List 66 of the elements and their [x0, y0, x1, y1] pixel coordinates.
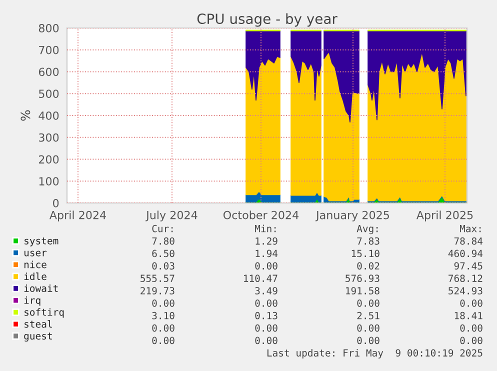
- y-tick-label: 500: [39, 90, 59, 98]
- text: 3.10: [152, 312, 174, 320]
- text: 191.58: [346, 287, 380, 294]
- legend-label: idle: [24, 272, 46, 280]
- y-tick-label: 700: [39, 46, 59, 54]
- x-tick-label: October 2024: [223, 210, 299, 220]
- text: 0.00: [152, 300, 174, 307]
- text: 2.51: [357, 312, 380, 320]
- legend-label: guest: [24, 332, 52, 342]
- text: 0.00: [357, 324, 380, 332]
- chart-title: CPU usage - by year: [197, 13, 338, 27]
- x-tick-label: July 2024: [146, 210, 198, 222]
- y-tick-label: 200: [38, 155, 59, 164]
- legend-label: system: [24, 237, 58, 246]
- text: 0.03: [152, 262, 174, 270]
- x-tick-label: January 2025: [315, 210, 389, 222]
- text: 0.00: [255, 262, 278, 270]
- text: 219.73: [140, 287, 174, 294]
- y-tick-label: 800: [38, 24, 59, 32]
- text: 0.00: [152, 336, 174, 344]
- text: 0.00: [460, 324, 482, 332]
- text: 576.93: [346, 274, 380, 282]
- text: 524.93: [448, 287, 482, 294]
- text: 0.00: [152, 324, 174, 332]
- y-tick-label: 600: [38, 68, 59, 76]
- text: 3.49: [255, 287, 278, 294]
- text: 18.41: [454, 312, 482, 320]
- text: 768.12: [448, 274, 482, 282]
- text: 110.47: [244, 274, 278, 282]
- legend-label: iowait: [24, 284, 58, 292]
- text: Min:: [254, 224, 276, 232]
- y-tick-label: 300: [39, 133, 59, 142]
- text: 0.02: [357, 262, 380, 270]
- text: 6.50: [152, 250, 174, 258]
- legend-label: nice: [24, 260, 46, 268]
- text: 0.00: [255, 324, 278, 332]
- legend-label: irq: [24, 296, 40, 306]
- text: 0.13: [255, 312, 278, 320]
- text: 7.80: [152, 237, 174, 245]
- text: 460.94: [448, 250, 483, 258]
- text: 97.45: [454, 262, 482, 270]
- text: 15.10: [352, 250, 380, 258]
- text: 0.00: [357, 336, 380, 344]
- y-tick-label: 100: [39, 177, 59, 186]
- text: Cur:: [152, 224, 173, 232]
- legend-label: steal: [24, 320, 52, 328]
- text: 0.00: [357, 300, 380, 307]
- text: 0.00: [255, 336, 278, 344]
- text: 1.29: [256, 237, 278, 245]
- text: 1.94: [256, 250, 278, 258]
- text: 0.00: [460, 336, 482, 344]
- y-axis-title: %: [20, 110, 30, 121]
- text: Last update: Fri May 9 00:10:19 2025: [267, 349, 482, 358]
- text: Avg:: [356, 224, 378, 234]
- text: 555.57: [140, 274, 174, 282]
- text: 78.84: [454, 237, 483, 245]
- y-tick-label: 400: [38, 111, 59, 120]
- text: 0.00: [460, 300, 482, 307]
- text: 7.83: [357, 237, 380, 245]
- x-tick-label: April 2024: [49, 210, 106, 222]
- y-tick-label: 0: [53, 198, 59, 208]
- text: 0.00: [255, 300, 278, 307]
- legend-label: user: [24, 250, 47, 256]
- legend-label: softirq: [24, 308, 64, 318]
- x-tick-label: April 2025: [416, 210, 473, 222]
- text: Max:: [460, 225, 481, 232]
